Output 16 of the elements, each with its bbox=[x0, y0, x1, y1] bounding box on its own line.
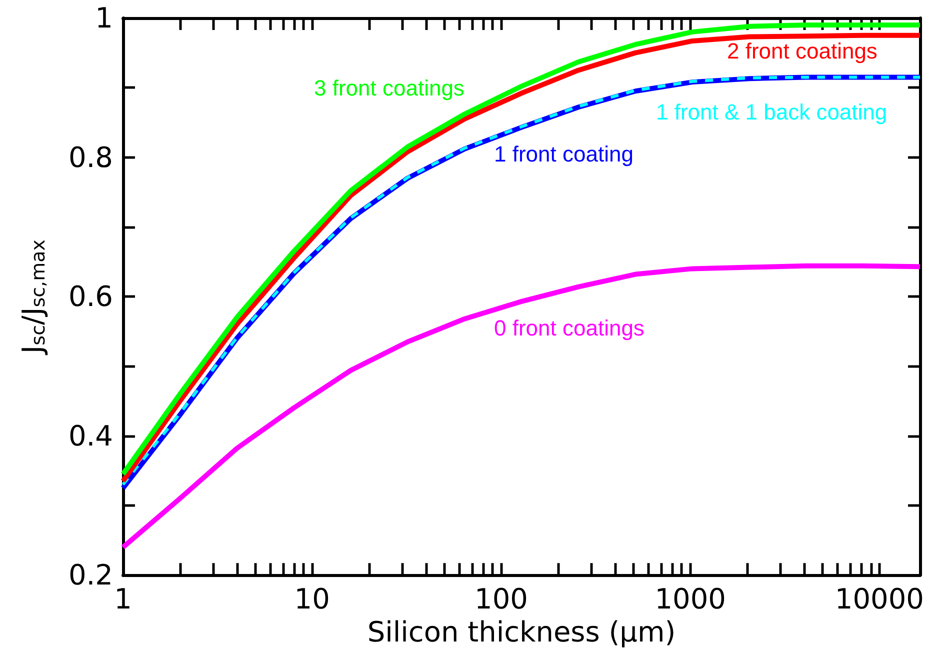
series-label: 0 front coatings bbox=[494, 316, 644, 340]
y-tick-label: 0.8 bbox=[68, 140, 113, 174]
series-label: 3 front coatings bbox=[314, 76, 464, 100]
y-tick-label: 0.6 bbox=[68, 280, 113, 314]
x-tick-label: 100 bbox=[474, 582, 528, 616]
y-axis-title: Jsc/Jsc,max bbox=[16, 240, 50, 356]
series-label: 2 front coatings bbox=[727, 38, 878, 64]
y-tick-label: 0.2 bbox=[68, 558, 113, 592]
series-label: 1 front & 1 back coating bbox=[656, 100, 888, 124]
x-axis-title: Silicon thickness (μm) bbox=[367, 616, 676, 648]
x-tick-label: 10000 bbox=[834, 582, 924, 616]
y-tick-label: 0.4 bbox=[68, 419, 113, 452]
x-tick-label: 10 bbox=[294, 582, 330, 616]
x-tick-label: 1000 bbox=[654, 582, 726, 616]
series-label: 1 front coating bbox=[494, 142, 634, 166]
y-tick-label: 1 bbox=[95, 2, 113, 34]
